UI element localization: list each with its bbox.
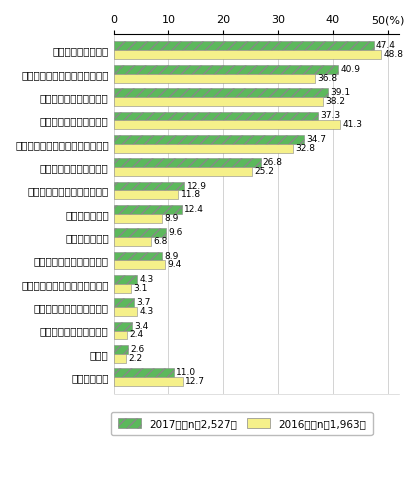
Text: 3.1: 3.1 [133,284,147,293]
Bar [114,298,134,307]
Text: 9.4: 9.4 [167,260,181,269]
Bar [114,167,252,176]
Bar [114,65,338,74]
Text: 34.7: 34.7 [306,135,326,144]
Bar [114,228,166,237]
Text: 39.1: 39.1 [330,88,350,97]
Bar [114,307,137,316]
Bar [114,74,316,83]
Bar [114,144,293,153]
Bar [114,322,132,330]
Text: 3.7: 3.7 [136,298,150,307]
Bar [114,182,184,191]
Text: 40.9: 40.9 [340,65,360,74]
Text: 9.6: 9.6 [168,228,183,237]
Text: 3.4: 3.4 [135,322,149,330]
Bar [114,275,137,284]
Bar [114,41,374,51]
Bar [114,205,181,214]
Bar [114,368,174,377]
Bar [114,237,151,246]
Bar [114,191,178,199]
Text: 32.8: 32.8 [296,144,316,153]
Text: 48.8: 48.8 [383,51,403,59]
Text: 4.3: 4.3 [139,307,154,316]
Text: 47.4: 47.4 [376,41,395,51]
Bar [114,345,128,354]
Bar [114,135,304,144]
Text: 26.8: 26.8 [263,158,283,167]
Text: 8.9: 8.9 [165,214,179,223]
Legend: 2017年（n＝2,527）, 2016年（n＝1,963）: 2017年（n＝2,527）, 2016年（n＝1,963） [111,412,372,435]
Text: 12.9: 12.9 [186,181,206,191]
Text: 38.2: 38.2 [325,97,345,106]
Bar [114,354,126,363]
Bar [114,51,381,59]
Text: 41.3: 41.3 [342,121,362,129]
Bar [114,377,183,386]
Bar [114,121,340,129]
Text: 2.6: 2.6 [130,345,144,354]
Bar [114,330,127,339]
Text: 4.3: 4.3 [139,275,154,284]
Text: 25.2: 25.2 [254,167,274,176]
Text: 37.3: 37.3 [320,111,341,121]
Text: 12.4: 12.4 [184,205,204,214]
Bar [114,252,163,260]
Bar [114,88,328,97]
Text: 11.8: 11.8 [181,191,201,199]
Bar [114,97,323,106]
Text: 11.0: 11.0 [176,368,196,377]
Bar [114,111,318,121]
Text: 36.8: 36.8 [318,74,338,83]
Text: 12.7: 12.7 [186,377,206,386]
Text: 6.8: 6.8 [153,237,168,246]
Text: 2.4: 2.4 [129,330,143,339]
Bar [114,158,260,167]
Bar [114,260,165,269]
Bar [114,214,163,223]
Text: 2.2: 2.2 [128,354,142,363]
Text: 8.9: 8.9 [165,252,179,260]
Bar [114,284,130,293]
